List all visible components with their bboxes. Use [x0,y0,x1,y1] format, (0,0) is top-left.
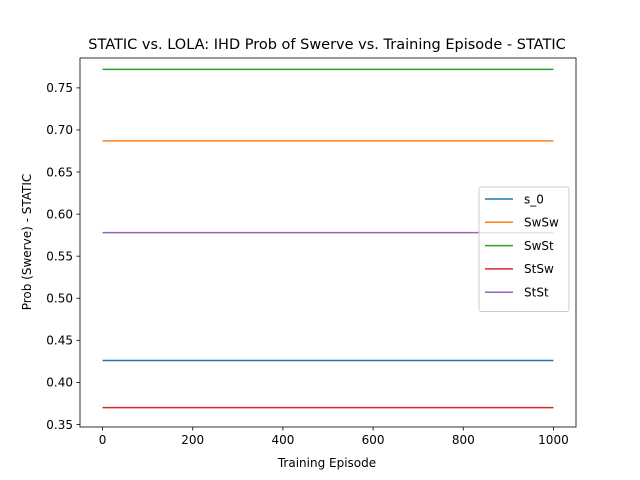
x-tick-label: 600 [362,433,385,447]
y-tick-label: 0.45 [46,334,73,348]
x-axis-title: Training Episode [277,456,376,470]
legend-box [478,186,570,312]
y-tick-label: 0.60 [46,207,73,221]
x-tick-label: 0 [99,433,107,447]
y-tick-label: 0.50 [46,292,73,306]
legend: s_0 SwSw SwSt StSw StSt [478,186,570,312]
x-tick-label: 800 [452,433,475,447]
axes: 0 200 400 600 800 1000 0.35 0.40 0.45 0.50 0.55 0.6… [46,57,577,447]
y-tick-label: 0.75 [46,81,73,95]
legend-label: StSt [524,286,549,300]
legend-label: SwSw [524,216,559,230]
y-axis-title: Prob (Swerve) - STATIC [20,174,34,311]
y-tick-label: 0.55 [46,249,73,263]
plot-area [102,68,554,409]
y-tick-label: 0.40 [46,376,73,390]
x-tick-label: 1000 [538,433,569,447]
legend-label: StSw [524,262,554,276]
y-tick-label: 0.70 [46,123,73,137]
legend-label: s_0 [524,192,544,206]
y-tick-label: 0.65 [46,165,73,179]
x-tick-label: 200 [181,433,204,447]
x-tick-label: 400 [271,433,294,447]
chart-title: STATIC vs. LOLA: IHD Prob of Swerve vs. … [88,37,565,53]
plot-frame [79,57,577,428]
legend-label: SwSt [524,239,554,253]
y-tick-label: 0.35 [46,418,73,432]
